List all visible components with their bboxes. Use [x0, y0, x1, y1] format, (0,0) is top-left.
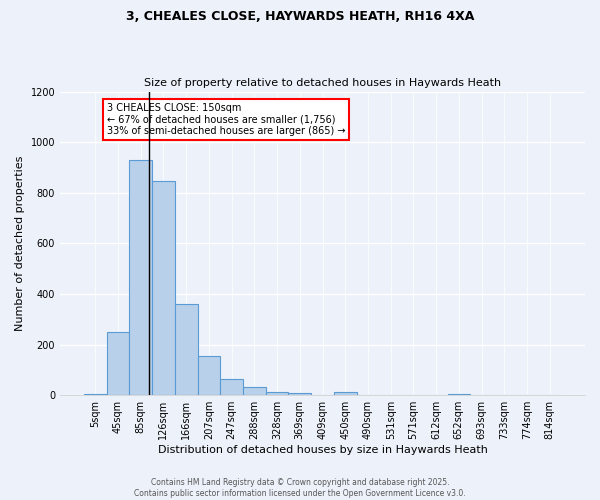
Bar: [107, 332, 130, 395]
X-axis label: Distribution of detached houses by size in Haywards Heath: Distribution of detached houses by size …: [158, 445, 487, 455]
Bar: [448, 394, 470, 395]
Bar: [243, 387, 266, 395]
Bar: [84, 394, 107, 395]
Text: 3 CHEALES CLOSE: 150sqm
← 67% of detached houses are smaller (1,756)
33% of semi: 3 CHEALES CLOSE: 150sqm ← 67% of detache…: [107, 103, 345, 136]
Bar: [197, 356, 220, 395]
Bar: [266, 392, 289, 395]
Bar: [130, 160, 152, 395]
Y-axis label: Number of detached properties: Number of detached properties: [15, 156, 25, 331]
Title: Size of property relative to detached houses in Haywards Heath: Size of property relative to detached ho…: [144, 78, 501, 88]
Bar: [152, 182, 175, 395]
Bar: [289, 393, 311, 395]
Text: Contains HM Land Registry data © Crown copyright and database right 2025.
Contai: Contains HM Land Registry data © Crown c…: [134, 478, 466, 498]
Bar: [220, 380, 243, 395]
Text: 3, CHEALES CLOSE, HAYWARDS HEATH, RH16 4XA: 3, CHEALES CLOSE, HAYWARDS HEATH, RH16 4…: [126, 10, 474, 23]
Bar: [175, 304, 197, 395]
Bar: [334, 392, 356, 395]
